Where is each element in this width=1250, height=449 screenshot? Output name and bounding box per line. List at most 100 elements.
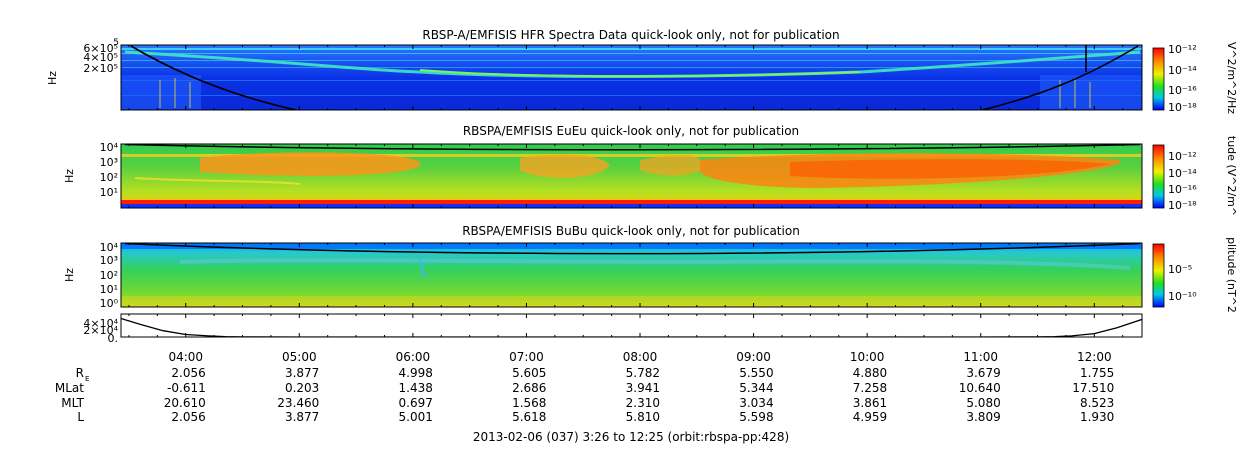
time-tick-label: 09:00 (736, 350, 771, 364)
time-axis-ticks: 04:00 05:00 06:00 07:00 08:00 09:00 10:00 11:00… (128, 45, 1124, 364)
ephemeris-value: 3.877 (285, 410, 319, 424)
ephemeris-value: 0.203 (285, 381, 319, 395)
hfr-colorbar-tick: 10⁻¹⁴ (1168, 64, 1197, 77)
bubu-y-tick: 10³ (100, 254, 118, 267)
line-y-tick: 2×10⁴ (83, 324, 118, 337)
hfr-y-tick: 4×10⁵ (83, 51, 118, 64)
time-tick-label: 06:00 (396, 350, 431, 364)
hfr-colorbar-tick: 10⁻¹² (1168, 43, 1197, 56)
ephemeris-value: 5.618 (512, 410, 546, 424)
ephemeris-value: 5.782 (626, 366, 660, 380)
ephemeris-value: 5.550 (739, 366, 773, 380)
time-tick-label: 07:00 (509, 350, 544, 364)
ephemeris-value: 2.686 (512, 381, 546, 395)
hfr-colorbar-tick: 10⁻¹⁶ (1168, 84, 1197, 97)
hfr-spectrogram (121, 45, 1142, 110)
bubu-y-tick: 10² (100, 269, 118, 282)
eueu-colorbar-tick: 10⁻¹² (1168, 150, 1197, 163)
hfr-colorbar-tick: 10⁻¹⁸ (1168, 101, 1197, 114)
ephemeris-value: 5.080 (966, 396, 1000, 410)
footer-text: 2013-02-06 (037) 3:26 to 12:25 (orbit:rb… (473, 430, 789, 444)
ephemeris-value: 5.344 (739, 381, 773, 395)
hfr-ylabel: Hz (46, 71, 59, 85)
eueu-colorbar-tick: 10⁻¹⁶ (1168, 183, 1197, 196)
ephemeris-value: 4.959 (853, 410, 887, 424)
bubu-colorbar-label: plitude (nT^2 (1225, 237, 1238, 313)
ephemeris-value: -0.611 (167, 381, 206, 395)
eueu-y-ticks: 10⁴ 10³ 10² 10¹ (100, 141, 119, 199)
eueu-y-tick: 10³ (100, 156, 118, 169)
ephemeris-value: 23.460 (277, 396, 319, 410)
time-tick-label: 10:00 (850, 350, 885, 364)
bubu-y-ticks: 10⁴ 10³ 10² 10¹ 10⁰ (100, 241, 119, 310)
line-y-ticks: 4×10⁴ 2×10⁴ 0. (83, 317, 118, 345)
ephemeris-value: 2.056 (171, 410, 205, 424)
ephemeris-row-label: MLT (61, 396, 84, 410)
ephemeris-value: 5.810 (626, 410, 660, 424)
bubu-colorbar-tick: 10⁻¹⁰ (1168, 290, 1197, 303)
ephemeris-value: 7.258 (853, 381, 887, 395)
line-series (121, 317, 1142, 337)
ephemeris-value: 3.034 (739, 396, 773, 410)
ephemeris-value: 20.610 (164, 396, 206, 410)
hfr-y-tick: 6×10⁵ (83, 42, 118, 55)
ephemeris-value: 3.679 (966, 366, 1000, 380)
hfr-y-ticks: 6×10⁵ 4×10⁵ 2×10⁵ 5 (83, 38, 119, 75)
hfr-panel: RBSP-A/EMFISIS HFR Spectra Data quick-lo… (46, 28, 1238, 114)
ephemeris-value: 1.755 (1080, 366, 1114, 380)
time-tick-label: 11:00 (963, 350, 998, 364)
ephemeris-value: 2.056 (171, 366, 205, 380)
bubu-panel: RBSPA/EMFISIS BuBu quick-look only, not … (63, 224, 1238, 313)
line-panel: 4×10⁴ 2×10⁴ 0. (83, 313, 1143, 345)
bubu-spectrogram (121, 243, 1142, 307)
eueu-colorbar-tick: 10⁻¹⁴ (1168, 167, 1197, 180)
ephemeris-value: 3.861 (853, 396, 887, 410)
ephemeris-value: 3.809 (966, 410, 1000, 424)
ephemeris-value: 17.510 (1072, 381, 1114, 395)
ephemeris-row-subscript: E (85, 375, 89, 383)
time-tick-label: 08:00 (623, 350, 658, 364)
eueu-title: RBSPA/EMFISIS EuEu quick-look only, not … (463, 124, 799, 138)
ephemeris-value: 3.877 (285, 366, 319, 380)
ephemeris-value: 4.880 (853, 366, 887, 380)
ephemeris-value: 5.001 (399, 410, 433, 424)
line-y-tick: 4×10⁴ (83, 317, 118, 330)
bubu-y-tick: 10¹ (100, 283, 118, 296)
ephemeris-value: 1.568 (512, 396, 546, 410)
ephemeris-row-label: MLat (55, 381, 84, 395)
ephemeris-table: R E 2.056 3.877 4.998 5.605 5.782 5.550 4.880 3.6… (55, 366, 1114, 424)
ephemeris-value: 5.605 (512, 366, 546, 380)
ephemeris-value: 2.310 (626, 396, 660, 410)
ephemeris-value: 10.640 (959, 381, 1001, 395)
ephemeris-value: 1.438 (399, 381, 433, 395)
eueu-spectrogram (121, 144, 1142, 208)
ephemeris-value: 0.697 (399, 396, 433, 410)
time-tick-label: 04:00 (168, 350, 203, 364)
hfr-colorbar: 10⁻¹² 10⁻¹⁴ 10⁻¹⁶ 10⁻¹⁸ V^2/m^2/Hz (1152, 42, 1238, 114)
time-tick-label: 12:00 (1077, 350, 1112, 364)
bubu-colorbar: 10⁻⁵ 10⁻¹⁰ plitude (nT^2 (1152, 237, 1238, 313)
ephemeris-row-label: L (77, 410, 84, 424)
ephemeris-value: 3.941 (626, 381, 660, 395)
ephemeris-value: 8.523 (1080, 396, 1114, 410)
ephemeris-value: 5.598 (739, 410, 773, 424)
eueu-colorbar-label: tude (V^2/m^ (1225, 136, 1238, 216)
bubu-ylabel: Hz (63, 268, 76, 282)
bubu-y-tick: 10⁴ (100, 241, 119, 254)
eueu-y-tick: 10² (100, 171, 118, 184)
hfr-y-tick: 2×10⁵ (83, 62, 118, 75)
ephemeris-row-label: R (76, 366, 84, 380)
hfr-title: RBSP-A/EMFISIS HFR Spectra Data quick-lo… (422, 28, 839, 42)
hfr-colorbar-label: V^2/m^2/Hz (1225, 42, 1238, 114)
eueu-y-tick: 10⁴ (100, 141, 119, 154)
eueu-ylabel: Hz (63, 169, 76, 183)
eueu-y-tick: 10¹ (100, 186, 118, 199)
eueu-colorbar: 10⁻¹² 10⁻¹⁴ 10⁻¹⁶ 10⁻¹⁸ tude (V^2/m^ (1152, 136, 1238, 216)
bubu-y-tick: 10⁰ (100, 297, 119, 310)
hfr-y-tick: 5 (113, 38, 119, 48)
eueu-panel: RBSPA/EMFISIS EuEu quick-look only, not … (63, 124, 1238, 216)
ephemeris-value: 4.998 (399, 366, 433, 380)
time-tick-label: 05:00 (282, 350, 317, 364)
line-series-path (121, 317, 1142, 337)
